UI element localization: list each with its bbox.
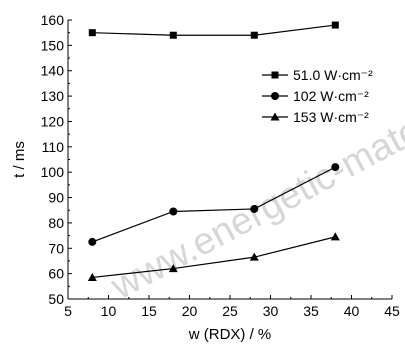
x-tick-label: 10 <box>101 303 117 319</box>
data-point <box>88 237 97 246</box>
watermark-text: www.energetic-materials.org.cn <box>104 22 405 308</box>
y-tick-label: 110 <box>42 139 65 155</box>
x-tick-label: 15 <box>141 303 157 319</box>
x-tick-label: 45 <box>384 303 400 319</box>
data-point <box>169 207 178 216</box>
legend-label: 102 W·cm⁻² <box>293 88 369 104</box>
x-tick-label: 35 <box>303 303 319 319</box>
legend-label: 153 W·cm⁻² <box>293 109 369 125</box>
y-tick-label: 130 <box>41 88 65 104</box>
data-point <box>249 252 259 261</box>
y-axis-label: t / ms <box>11 141 28 178</box>
y-tick-label: 70 <box>48 240 64 256</box>
x-tick-label: 40 <box>344 303 360 319</box>
data-point <box>331 163 340 172</box>
legend-marker <box>271 92 279 100</box>
axes: 50 60 70 80 90 100 110 120 130 140 150 160 5 10 15 20 25… <box>11 12 400 343</box>
y-tick-label: 80 <box>48 215 64 231</box>
y-tick-label: 150 <box>41 37 65 53</box>
series-line-3 <box>92 236 336 279</box>
series-3 <box>87 232 340 281</box>
series-2 <box>88 163 340 246</box>
legend-marker <box>270 112 280 121</box>
data-point <box>250 31 258 39</box>
data-point <box>169 31 177 39</box>
series-line-1 <box>92 24 336 36</box>
series-layer <box>87 21 340 281</box>
data-point <box>87 272 97 281</box>
legend-marker <box>271 71 279 79</box>
y-tick-label: 90 <box>48 190 64 206</box>
y-tick-label: 140 <box>41 63 65 79</box>
data-point <box>250 204 259 213</box>
data-point <box>168 264 178 273</box>
data-point <box>331 21 339 29</box>
x-tick-label: 20 <box>182 303 198 319</box>
legend-item-1: 51.0 W·cm⁻² <box>262 67 373 83</box>
data-point <box>88 29 96 37</box>
y-tick-label: 100 <box>41 164 65 180</box>
y-tick-label: 120 <box>41 113 65 129</box>
data-point <box>330 232 340 241</box>
legend-item-2: 102 W·cm⁻² <box>262 88 369 104</box>
x-tick-label: 5 <box>64 303 72 319</box>
y-tick-label: 60 <box>48 266 64 282</box>
legend-item-3: 153 W·cm⁻² <box>262 109 369 125</box>
x-tick-label: 30 <box>263 303 279 319</box>
series-1 <box>88 21 339 39</box>
watermark: www.energetic-materials.org.cn <box>104 22 405 308</box>
legend: 51.0 W·cm⁻² 102 W·cm⁻² 153 W·cm⁻² <box>262 67 373 125</box>
x-tick-label: 25 <box>222 303 238 319</box>
y-tick-label: 50 <box>48 291 64 307</box>
y-tick-label: 160 <box>41 12 65 28</box>
series-line-2 <box>92 166 336 243</box>
x-axis-label: w (RDX) / % <box>188 326 272 343</box>
legend-label: 51.0 W·cm⁻² <box>293 67 373 83</box>
